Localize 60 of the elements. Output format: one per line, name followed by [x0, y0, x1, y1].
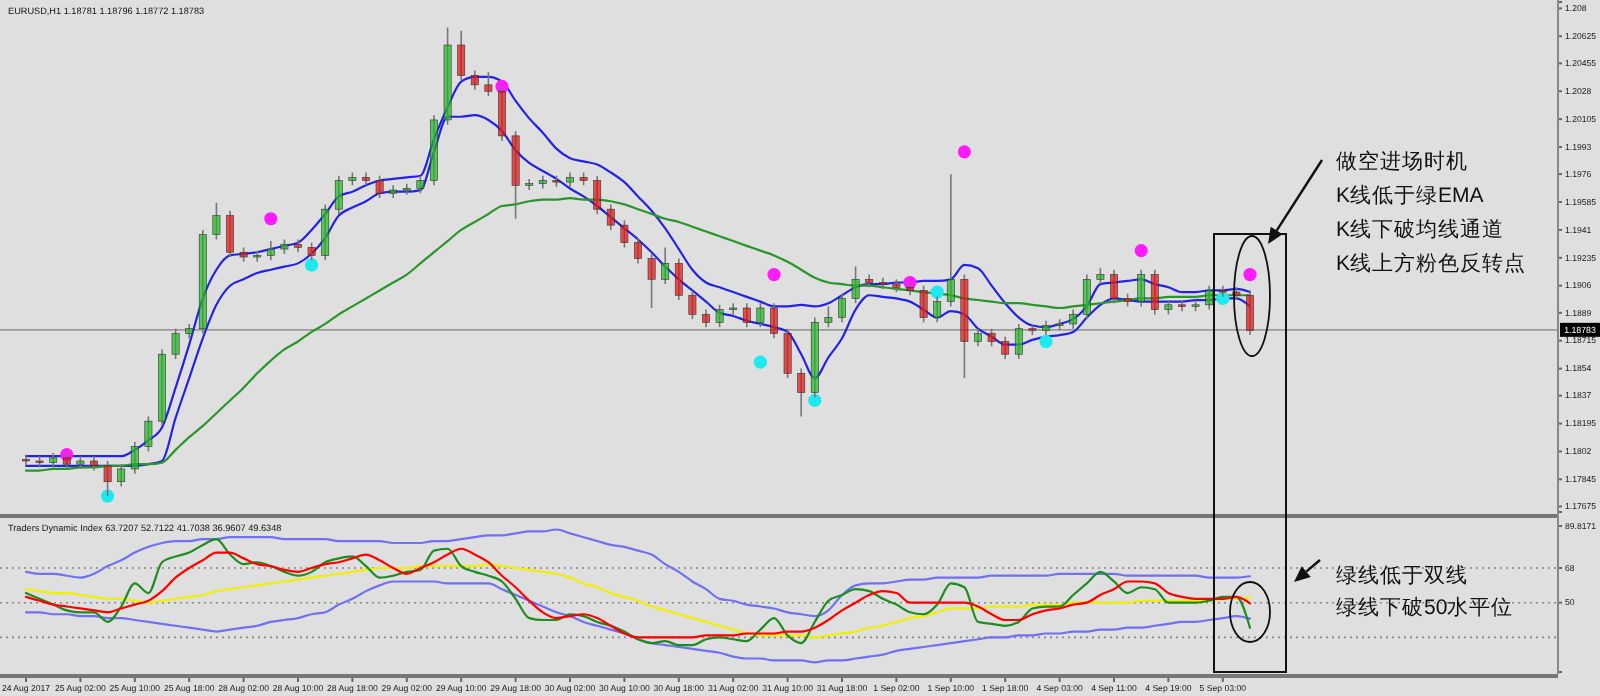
text: K线上方粉色反转点	[1336, 250, 1527, 276]
point	[1134, 244, 1148, 258]
candlestick	[851, 265, 860, 305]
candlestick	[457, 29, 466, 81]
candlestick	[647, 253, 656, 309]
candlestick	[1246, 289, 1254, 336]
candlestick	[117, 463, 126, 488]
candlestick	[797, 367, 806, 418]
point	[957, 145, 971, 159]
candlestick	[661, 246, 670, 285]
candlestick	[593, 174, 602, 215]
candlestick	[130, 441, 139, 475]
point	[767, 267, 781, 282]
candlestick	[715, 304, 724, 328]
text: K线低于绿EMA	[1336, 182, 1484, 208]
candlestick	[1014, 323, 1023, 360]
candlestick	[484, 71, 493, 97]
point	[1243, 267, 1257, 282]
point	[305, 258, 319, 272]
candlestick	[756, 302, 765, 328]
candlestick	[1205, 284, 1214, 311]
candlestick	[334, 174, 343, 215]
text: 绿线下破50水平位	[1336, 594, 1514, 620]
candlestick	[770, 302, 778, 340]
candlestick	[620, 219, 629, 249]
candlestick	[171, 327, 180, 360]
candlestick	[783, 327, 792, 379]
candlestick	[688, 289, 697, 320]
candlestick	[226, 209, 234, 258]
candlestick	[606, 203, 615, 231]
candlestick	[1001, 335, 1010, 360]
candlestick	[266, 240, 275, 261]
candlestick	[1082, 273, 1091, 320]
candlestick	[1069, 308, 1078, 330]
candlestick	[919, 284, 928, 324]
candlestick	[1110, 268, 1118, 305]
point	[1039, 334, 1053, 349]
point	[264, 212, 278, 226]
candlestick	[1150, 268, 1159, 316]
candlestick	[824, 305, 833, 328]
line-series	[24, 528, 1252, 618]
text: K线下破均线通道	[1336, 216, 1505, 242]
candlestick	[375, 174, 384, 199]
candlestick	[144, 415, 153, 453]
candlestick	[321, 203, 330, 261]
candlestick	[1137, 268, 1146, 308]
candlestick	[742, 302, 751, 328]
text: 绿线低于双线	[1336, 562, 1468, 588]
point	[808, 393, 822, 408]
candlestick	[470, 69, 479, 91]
candlestick	[634, 237, 642, 265]
text: 做空进场时机	[1336, 148, 1468, 174]
candlestick	[838, 292, 846, 324]
point	[101, 489, 115, 503]
candlestick	[946, 173, 955, 308]
candlestick	[212, 202, 221, 241]
point	[753, 355, 767, 369]
candlestick	[674, 257, 683, 301]
point	[930, 285, 944, 299]
candlestick	[294, 238, 302, 254]
